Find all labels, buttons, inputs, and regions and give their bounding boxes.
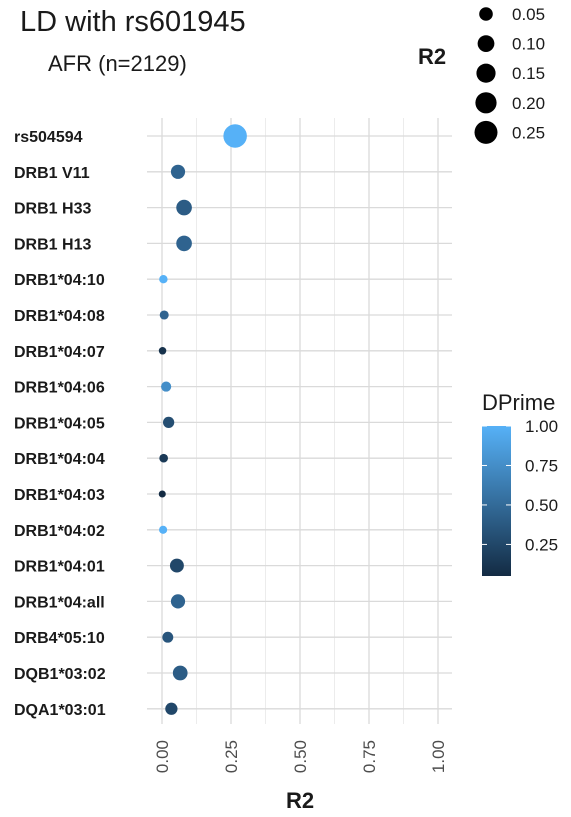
chart-title: LD with rs601945	[20, 6, 246, 38]
size-legend-label: 0.20	[512, 94, 545, 113]
data-point	[159, 453, 168, 463]
size-legend-label: 0.05	[512, 5, 545, 24]
data-point	[172, 665, 188, 681]
x-tick-label: 0.75	[360, 740, 379, 773]
data-point	[158, 490, 166, 498]
color-legend-label: 1.00	[525, 417, 558, 436]
y-tick-label: DQA1*03:01	[14, 702, 106, 719]
y-tick-label: DQB1*03:02	[14, 666, 106, 683]
y-axis-labels: rs504594 DRB1 V11 DRB1 H33 DRB1 H13 DRB1*04:…	[14, 129, 106, 719]
size-legend-key	[476, 63, 496, 83]
size-legend-key	[475, 92, 497, 114]
y-tick-label: DRB1*04:07	[14, 344, 105, 361]
data-point	[159, 525, 168, 534]
y-tick-label: DRB1*04:all	[14, 594, 105, 611]
size-legend-key	[474, 120, 498, 144]
size-legend: 0.05 0.10 0.15 0.20 0.25	[474, 5, 545, 144]
data-point	[159, 310, 169, 320]
y-tick-label: DRB1 V11	[14, 165, 90, 182]
data-points	[158, 124, 247, 715]
size-legend-key	[479, 7, 493, 21]
color-legend-title: DPrime	[482, 390, 555, 415]
y-tick-label: DRB1*04:10	[14, 272, 105, 289]
data-point	[159, 274, 168, 284]
x-tick-label: 0.00	[153, 740, 172, 773]
chart-subtitle: AFR (n=2129)	[48, 51, 187, 76]
color-legend-label: 0.25	[525, 535, 558, 554]
data-point	[223, 124, 247, 148]
size-legend-key	[477, 35, 495, 52]
size-legend-label: 0.25	[512, 123, 545, 142]
data-point	[170, 594, 186, 609]
data-point	[176, 199, 192, 216]
y-tick-label: DRB1*04:05	[14, 415, 105, 432]
x-axis-title: R2	[286, 788, 314, 813]
y-tick-label: DRB1*04:06	[14, 380, 105, 397]
y-tick-label: DRB1*04:03	[14, 487, 105, 504]
x-tick-label: 0.25	[222, 740, 241, 773]
data-point	[170, 164, 186, 179]
data-point	[161, 381, 172, 392]
x-tick-label: 0.50	[291, 740, 310, 773]
color-legend-bar	[482, 426, 511, 576]
y-tick-label: DRB1 H13	[14, 236, 91, 253]
y-tick-label: DRB1*04:04	[14, 451, 105, 468]
y-tick-label: DRB1*04:02	[14, 523, 105, 540]
data-point	[176, 235, 192, 252]
data-point	[162, 416, 175, 429]
size-legend-label: 0.10	[512, 35, 545, 54]
size-legend-label: 0.15	[512, 64, 545, 83]
color-legend-label: 0.75	[525, 456, 558, 475]
size-legend-title: R2	[418, 44, 446, 69]
y-tick-label: DRB4*05:10	[14, 630, 105, 647]
data-point	[158, 347, 167, 355]
color-legend: 1.00 0.75 0.50 0.25	[482, 417, 558, 554]
grid-lines	[147, 118, 452, 724]
x-tick-label: 1.00	[429, 740, 448, 773]
y-tick-label: DRB1*04:08	[14, 308, 105, 325]
data-point	[165, 702, 178, 715]
data-point	[162, 631, 174, 643]
y-tick-label: rs504594	[14, 129, 83, 146]
data-point	[169, 558, 184, 573]
x-axis-labels: 0.00 0.25 0.50 0.75 1.00	[153, 740, 448, 773]
y-tick-label: DRB1 H33	[14, 201, 91, 218]
color-legend-label: 0.50	[525, 496, 558, 515]
y-tick-label: DRB1*04:01	[14, 559, 105, 576]
